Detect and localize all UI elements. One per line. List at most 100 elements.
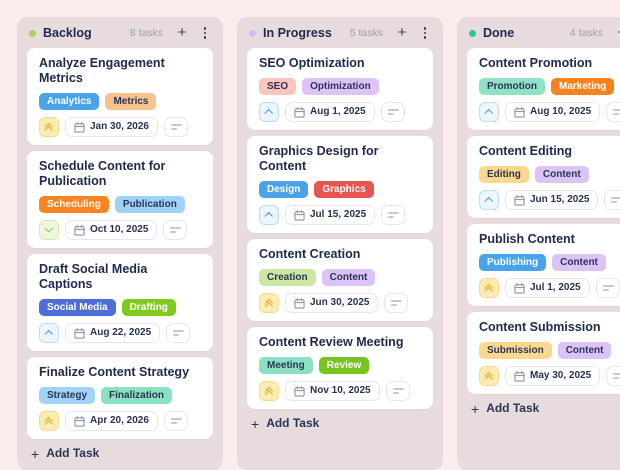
task-card[interactable]: Content Editing Editing Content Jun 15, 2… bbox=[467, 136, 620, 218]
tag-pill: Publishing bbox=[479, 254, 547, 271]
tag-pill: Meeting bbox=[259, 357, 313, 374]
task-card[interactable]: Graphics Design for Content Design Graphi… bbox=[247, 136, 433, 233]
column-task-count: 5 tasks bbox=[349, 27, 383, 39]
notes-icon bbox=[166, 323, 191, 343]
column-menu-icon[interactable] bbox=[419, 26, 431, 40]
due-date-chip: Jun 30, 2025 bbox=[285, 293, 379, 313]
due-date-chip: Jul 15, 2025 bbox=[285, 205, 376, 225]
tag-list: Social Media Drafting bbox=[39, 299, 201, 316]
column-task-count: 4 tasks bbox=[569, 27, 603, 39]
due-date-chip: Apr 20, 2026 bbox=[65, 411, 158, 431]
due-date-chip: Nov 10, 2025 bbox=[285, 381, 380, 401]
column-title: Backlog bbox=[43, 26, 92, 40]
notes-icon bbox=[595, 278, 620, 298]
due-date-chip: Aug 1, 2025 bbox=[285, 102, 375, 122]
tag-list: Strategy Finalization bbox=[39, 387, 201, 404]
priority-icon bbox=[479, 366, 499, 386]
tag-pill: Metrics bbox=[105, 93, 157, 110]
priority-icon bbox=[39, 117, 59, 137]
add-task-button[interactable]: + Add Task bbox=[17, 439, 223, 470]
task-card[interactable]: Content Creation Creation Content Jun 30,… bbox=[247, 239, 433, 321]
column-task-count: 8 tasks bbox=[129, 27, 163, 39]
calendar-icon bbox=[74, 121, 85, 133]
priority-icon bbox=[479, 102, 499, 122]
column-title: In Progress bbox=[263, 26, 332, 40]
task-meta: Aug 1, 2025 bbox=[259, 102, 421, 122]
tag-pill: Submission bbox=[479, 342, 552, 359]
task-card[interactable]: Draft Social Media Captions Social Media… bbox=[27, 254, 213, 351]
kanban-column: Backlog 8 tasks + Analyze Engagement Met… bbox=[17, 17, 223, 470]
task-meta: Oct 10, 2025 bbox=[39, 220, 201, 240]
task-card[interactable]: Finalize Content Strategy Strategy Finali… bbox=[27, 357, 213, 439]
calendar-icon bbox=[294, 209, 305, 221]
due-date: Apr 20, 2026 bbox=[90, 415, 149, 426]
due-date: May 30, 2025 bbox=[530, 370, 592, 381]
add-card-plus-icon[interactable]: + bbox=[394, 25, 410, 41]
task-meta: Aug 22, 2025 bbox=[39, 323, 201, 343]
calendar-icon bbox=[294, 297, 305, 309]
add-card-plus-icon[interactable]: + bbox=[174, 25, 190, 41]
priority-icon bbox=[259, 293, 279, 313]
add-task-button[interactable]: + Add Task bbox=[457, 394, 620, 425]
task-meta: Jul 1, 2025 bbox=[479, 278, 620, 298]
priority-icon bbox=[259, 102, 279, 122]
add-task-label: Add Task bbox=[486, 401, 540, 415]
task-card[interactable]: Content Review Meeting Meeting Review Nov… bbox=[247, 327, 433, 409]
tag-pill: Content bbox=[321, 269, 376, 286]
calendar-icon bbox=[514, 106, 525, 118]
tag-pill: Content bbox=[552, 254, 606, 271]
column-menu-icon[interactable] bbox=[199, 26, 211, 40]
task-card[interactable]: Publish Content Publishing Content Jul 1,… bbox=[467, 224, 620, 306]
notes-icon bbox=[385, 381, 410, 401]
column-status-dot-icon bbox=[249, 29, 256, 37]
tag-pill: Editing bbox=[479, 166, 529, 183]
notes-icon bbox=[163, 220, 188, 240]
calendar-icon bbox=[74, 224, 85, 236]
due-date: Jul 1, 2025 bbox=[530, 282, 581, 293]
tag-pill: SEO bbox=[259, 78, 297, 95]
task-card[interactable]: SEO Optimization SEO Optimization Aug 1, … bbox=[247, 48, 433, 130]
add-task-button[interactable]: + Add Task bbox=[237, 409, 443, 440]
calendar-icon bbox=[294, 385, 305, 397]
notes-icon bbox=[384, 293, 409, 313]
tag-pill: Marketing bbox=[551, 78, 615, 95]
due-date-chip: Jul 1, 2025 bbox=[505, 278, 590, 298]
notes-icon bbox=[163, 411, 188, 431]
task-meta: Apr 20, 2026 bbox=[39, 411, 201, 431]
column-title: Done bbox=[483, 26, 515, 40]
task-title: SEO Optimization bbox=[259, 56, 365, 70]
task-meta: Aug 10, 2025 bbox=[479, 102, 620, 122]
tag-pill: Scheduling bbox=[39, 196, 109, 213]
due-date: Jun 15, 2025 bbox=[530, 194, 590, 205]
column-header: In Progress 5 tasks + bbox=[237, 17, 443, 48]
notes-icon bbox=[381, 205, 406, 225]
task-meta: May 30, 2025 bbox=[479, 366, 620, 386]
due-date: Nov 10, 2025 bbox=[310, 385, 371, 396]
due-date: Aug 10, 2025 bbox=[530, 106, 592, 117]
tag-pill: Drafting bbox=[121, 299, 176, 316]
notes-icon bbox=[380, 102, 405, 122]
task-title: Content Creation bbox=[259, 247, 361, 261]
task-card[interactable]: Content Promotion Promotion Marketing Aug… bbox=[467, 48, 620, 130]
tag-pill: Review bbox=[318, 357, 370, 374]
due-date: Jan 30, 2026 bbox=[90, 121, 149, 132]
task-card[interactable]: Schedule Content for Publication Schedul… bbox=[27, 151, 213, 248]
priority-icon bbox=[479, 278, 499, 298]
tag-list: Creation Content bbox=[259, 269, 421, 286]
calendar-icon bbox=[514, 282, 525, 294]
tag-pill: Finalization bbox=[101, 387, 173, 404]
calendar-icon bbox=[294, 106, 305, 118]
tag-list: Analytics Metrics bbox=[39, 93, 201, 110]
column-header: Backlog 8 tasks + bbox=[17, 17, 223, 48]
task-title: Analyze Engagement Metrics bbox=[39, 56, 165, 85]
add-card-plus-icon[interactable]: + bbox=[614, 25, 620, 41]
task-title: Content Editing bbox=[479, 144, 573, 158]
task-card[interactable]: Content Submission Submission Content May… bbox=[467, 312, 620, 394]
card-list: Analyze Engagement Metrics Analytics Metr… bbox=[17, 48, 223, 439]
task-title: Draft Social Media Captions bbox=[39, 262, 148, 291]
priority-icon bbox=[39, 411, 59, 431]
task-card[interactable]: Analyze Engagement Metrics Analytics Metr… bbox=[27, 48, 213, 145]
priority-icon bbox=[479, 190, 499, 210]
due-date-chip: Aug 10, 2025 bbox=[505, 102, 601, 122]
